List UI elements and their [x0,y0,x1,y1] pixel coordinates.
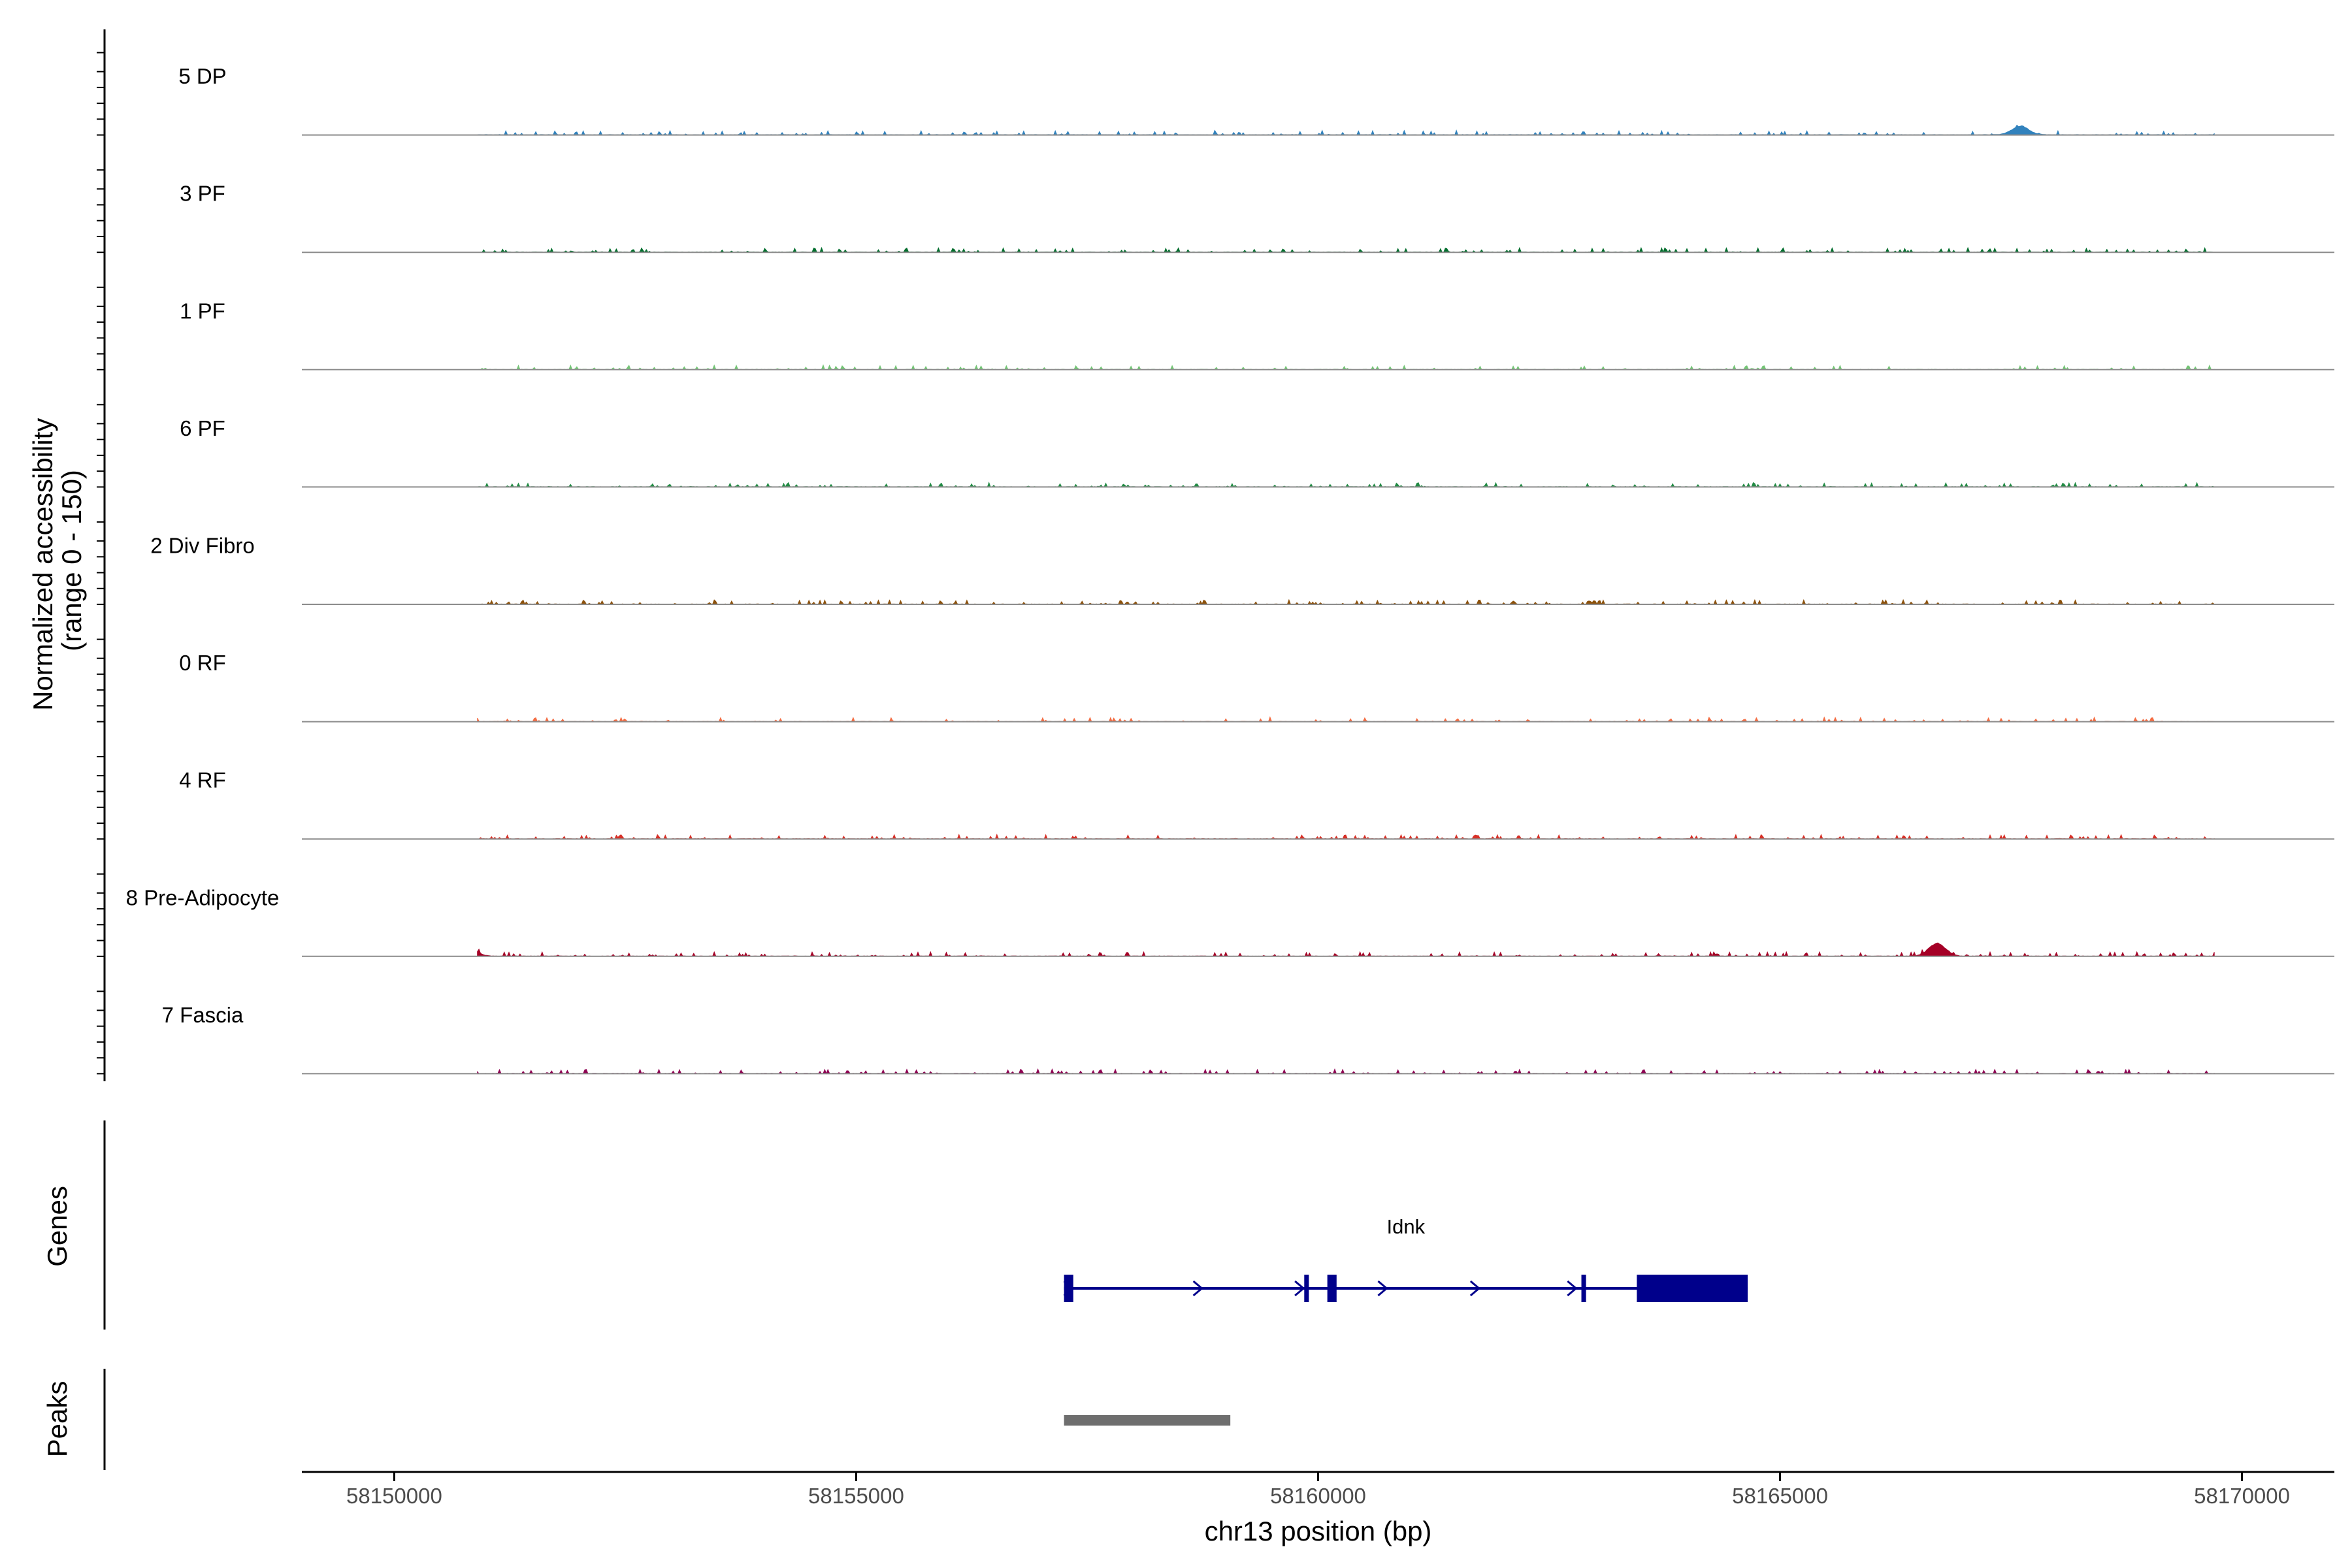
coverage-area [477,833,2215,840]
genes-panel: Genes Idnk [42,1120,1748,1330]
coverage-track: 0 RF [179,651,2334,723]
strand-arrow [1567,1280,1578,1297]
track-label: 0 RF [179,651,226,675]
gene-model: Idnk [1063,1215,1748,1302]
track-label: 1 PF [180,299,225,323]
strand-arrow [1377,1280,1388,1297]
track-label: 6 PF [180,416,225,440]
coverage-track: 8 Pre-Adipocyte [126,885,2334,957]
coverage-track: 2 Div Fibro [150,534,2334,605]
gene-exon [1304,1275,1309,1302]
gene-exon [1327,1275,1337,1302]
coverage-area [477,716,2215,723]
strand-arrow [1192,1280,1203,1297]
coverage-area [477,482,2215,488]
coverage-track: 7 Fascia [162,1003,2334,1075]
track-label: 8 Pre-Adipocyte [126,885,280,909]
coverage-tracks: 5 DP 3 PF 1 PF 6 PF 2 Div Fibro 0 RF 4 RF 8 Pre… [126,64,2334,1075]
coverage-area [477,598,2215,605]
coverage-area [477,942,2215,957]
track-label: 7 Fascia [162,1003,244,1027]
track-label: 3 PF [180,182,225,206]
x-axis-tick-label: 58155000 [808,1484,904,1508]
gene-exon [1637,1275,1748,1302]
coverage-track: 3 PF [180,182,2334,253]
peaks-panel: Peaks [42,1369,1231,1470]
track-label: 5 DP [178,64,226,88]
coverage-area [477,124,2215,136]
coverage-area [477,364,2215,370]
gene-exon [1064,1275,1073,1302]
x-axis-tick-label: 58170000 [2194,1484,2290,1508]
strand-arrow [1469,1280,1481,1297]
x-axis-tick-label: 58160000 [1270,1484,1366,1508]
coverage-track: 5 DP [178,64,2334,136]
gene-name: Idnk [1387,1215,1426,1238]
coverage-area [477,246,2215,253]
gene-exon [1581,1275,1586,1302]
x-axis-tick-label: 58150000 [346,1484,442,1508]
coverage-track: 1 PF [180,299,2334,370]
peak-region [1064,1415,1231,1426]
peaks-panel-label: Peaks [42,1381,73,1458]
coverage-track: 4 RF [179,768,2334,840]
y-axis-title-line-2: (range 0 - 150) [56,470,87,651]
x-axis-tick-label: 58165000 [1732,1484,1828,1508]
strand-arrow [1294,1280,1305,1297]
y-axis-title: Normalized accessibility (range 0 - 150) [27,410,87,711]
coverage-track: 6 PF [180,416,2334,488]
track-label: 4 RF [179,768,226,792]
x-axis: 58150000 58155000 58160000 58165000 58170000 [302,1471,2334,1508]
y-axis-title-line-1: Normalized accessibility [27,418,58,711]
genes-panel-label: Genes [42,1186,73,1267]
x-axis-title: chr13 position (bp) [1205,1516,1432,1546]
track-label: 2 Div Fibro [150,534,255,558]
coverage-area [477,1068,2215,1075]
accessibility-y-axis [97,29,106,1081]
